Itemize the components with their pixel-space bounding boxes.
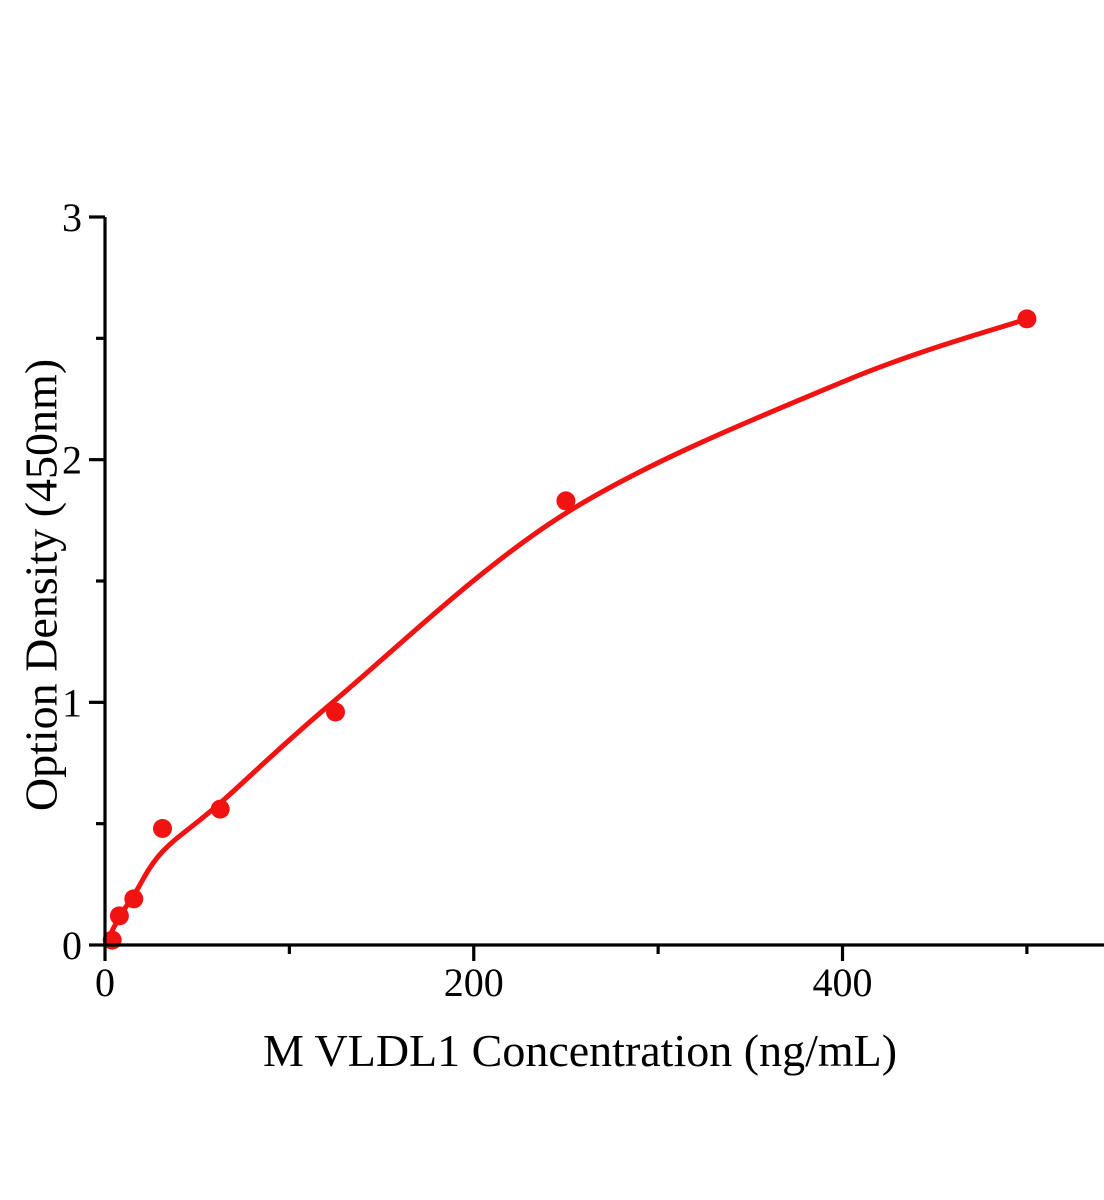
data-point	[153, 819, 172, 838]
data-point	[210, 799, 230, 819]
x-axis-title: M VLDL1 Concentration (ng/mL)	[262, 1025, 898, 1076]
x-tick-label: 200	[444, 960, 504, 1005]
fit-curve	[102, 316, 1030, 948]
x-tick-label: 0	[95, 960, 115, 1005]
data-point	[124, 889, 144, 909]
x-tick-label: 400	[813, 960, 873, 1005]
data-point	[1017, 309, 1037, 329]
y-tick-label: 2	[62, 438, 82, 483]
data-point	[556, 491, 576, 511]
data-point	[109, 906, 129, 926]
y-tick-label: 3	[62, 195, 82, 240]
y-tick-label: 0	[62, 923, 82, 968]
y-axis-title: Option Density (450nm)	[15, 358, 67, 812]
y-tick-label: 1	[62, 680, 82, 725]
data-point	[326, 702, 345, 722]
